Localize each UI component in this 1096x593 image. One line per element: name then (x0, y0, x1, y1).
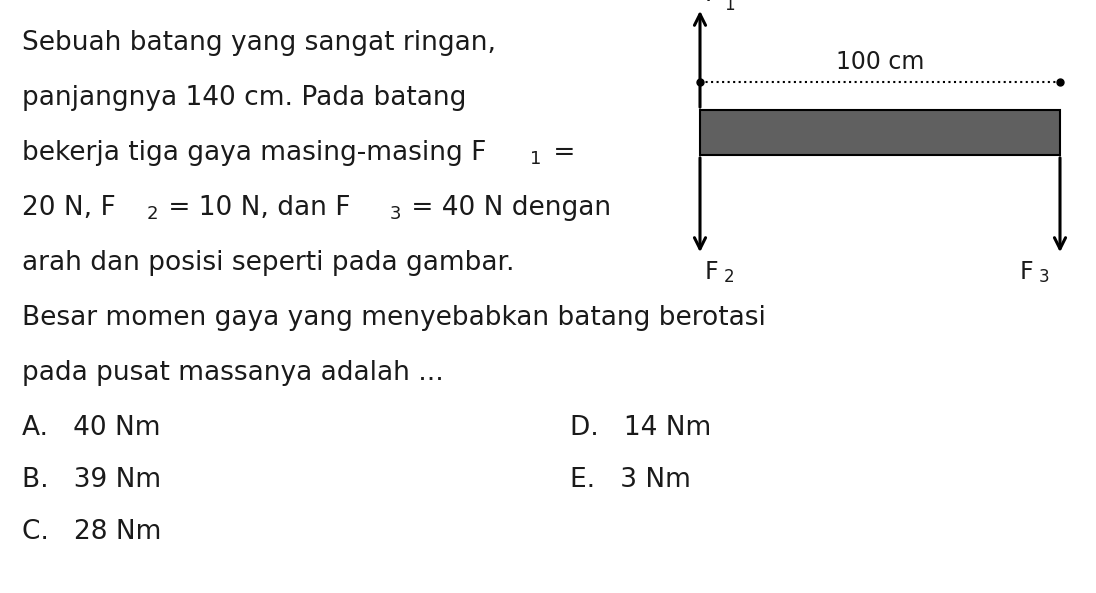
Text: 2: 2 (724, 268, 734, 286)
Text: 20 N, F: 20 N, F (22, 195, 116, 221)
Text: D.   14 Nm: D. 14 Nm (570, 415, 711, 441)
Text: F: F (705, 260, 719, 284)
Text: B.   39 Nm: B. 39 Nm (22, 467, 161, 493)
Text: = 40 N dengan: = 40 N dengan (403, 195, 612, 221)
Text: bekerja tiga gaya masing-masing F: bekerja tiga gaya masing-masing F (22, 140, 487, 166)
Text: arah dan posisi seperti pada gambar.: arah dan posisi seperti pada gambar. (22, 250, 514, 276)
Text: Besar momen gaya yang menyebabkan batang berotasi: Besar momen gaya yang menyebabkan batang… (22, 305, 766, 331)
Text: F: F (705, 0, 719, 6)
Text: F: F (1020, 260, 1034, 284)
Text: A.   40 Nm: A. 40 Nm (22, 415, 160, 441)
Text: 3: 3 (1039, 268, 1050, 286)
Text: E.   3 Nm: E. 3 Nm (570, 467, 690, 493)
Text: panjangnya 140 cm. Pada batang: panjangnya 140 cm. Pada batang (22, 85, 467, 111)
Text: = 10 N, dan F: = 10 N, dan F (160, 195, 351, 221)
Text: 1: 1 (724, 0, 734, 14)
Bar (700, 110, 1060, 155)
Text: 2: 2 (147, 205, 159, 223)
Text: C.   28 Nm: C. 28 Nm (22, 519, 161, 545)
Text: pada pusat massanya adalah ...: pada pusat massanya adalah ... (22, 360, 444, 386)
Text: =: = (545, 140, 575, 166)
Text: 3: 3 (390, 205, 401, 223)
Text: 100 cm: 100 cm (836, 50, 924, 74)
Text: Sebuah batang yang sangat ringan,: Sebuah batang yang sangat ringan, (22, 30, 496, 56)
Text: 1: 1 (530, 150, 541, 168)
